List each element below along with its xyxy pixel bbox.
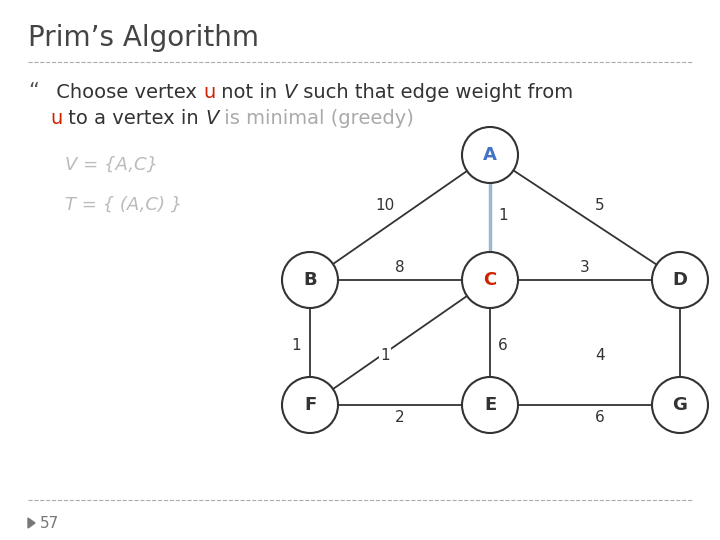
Text: V: V	[205, 109, 218, 127]
Text: 10: 10	[375, 198, 395, 213]
Text: G: G	[672, 396, 688, 414]
Text: D: D	[672, 271, 688, 289]
Circle shape	[462, 127, 518, 183]
Text: E: E	[484, 396, 496, 414]
Text: C: C	[483, 271, 497, 289]
Text: 3: 3	[580, 260, 590, 275]
Text: V = {A,C}: V = {A,C}	[65, 156, 158, 174]
Text: Prim’s Algorithm: Prim’s Algorithm	[28, 24, 259, 52]
Text: 57: 57	[40, 516, 59, 530]
Text: A: A	[483, 146, 497, 164]
Text: is minimal (greedy): is minimal (greedy)	[218, 109, 415, 127]
Circle shape	[462, 377, 518, 433]
Text: 1: 1	[380, 348, 390, 362]
Text: to a vertex in: to a vertex in	[62, 109, 205, 127]
Text: 5: 5	[595, 198, 605, 213]
Text: 1: 1	[291, 338, 301, 353]
Circle shape	[652, 377, 708, 433]
Text: 6: 6	[595, 410, 605, 426]
Text: 1: 1	[498, 207, 508, 222]
Circle shape	[282, 252, 338, 308]
Text: 6: 6	[498, 338, 508, 353]
Text: u: u	[203, 83, 215, 102]
Text: 4: 4	[595, 348, 605, 362]
Text: T = { (A,C) }: T = { (A,C) }	[65, 196, 182, 214]
Text: 2: 2	[395, 410, 405, 426]
Text: u: u	[50, 109, 62, 127]
Text: 8: 8	[395, 260, 405, 275]
Text: not in: not in	[215, 83, 284, 102]
Circle shape	[652, 252, 708, 308]
Text: such that edge weight from: such that edge weight from	[297, 83, 573, 102]
Text: V: V	[284, 83, 297, 102]
Circle shape	[462, 252, 518, 308]
Circle shape	[282, 377, 338, 433]
Text: B: B	[303, 271, 317, 289]
Text: F: F	[304, 396, 316, 414]
Text: “: “	[28, 82, 39, 102]
Polygon shape	[28, 518, 35, 528]
Text: Choose vertex: Choose vertex	[50, 83, 203, 102]
